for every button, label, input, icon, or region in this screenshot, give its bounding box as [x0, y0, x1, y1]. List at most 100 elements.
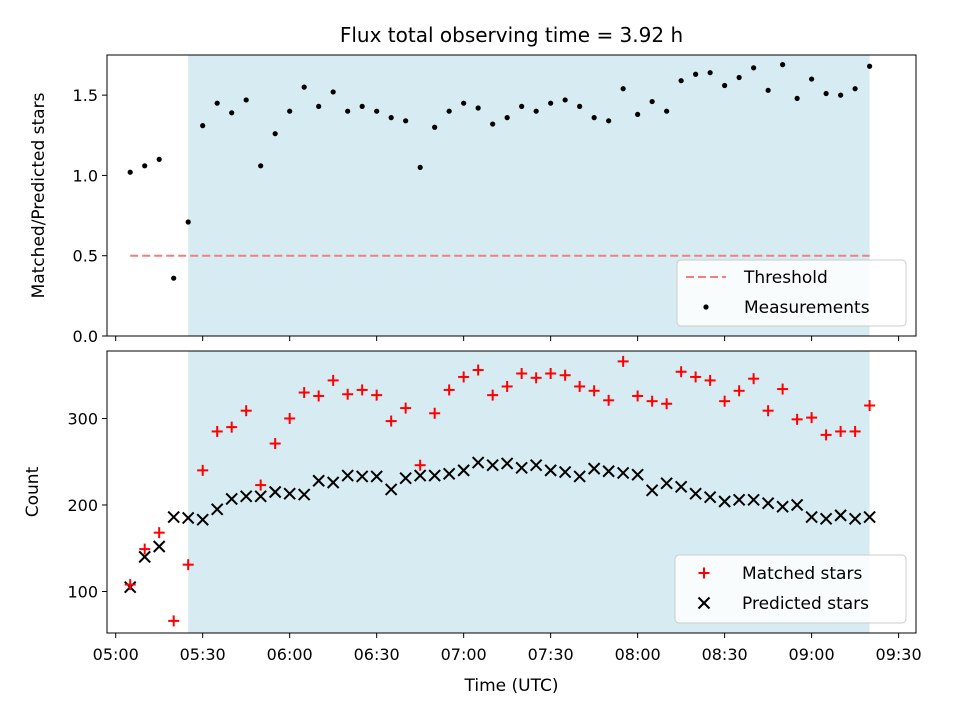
predicted-star-point: [616, 466, 630, 480]
predicted-star-point: [210, 503, 224, 516]
matched-star-point: [646, 395, 658, 407]
count-y-ticks: 100 200 300: [67, 409, 107, 601]
count-y-axis-label: Count: [23, 466, 43, 517]
time-x-tick-label: 05:00: [93, 645, 139, 664]
matched-star-point: [414, 459, 426, 471]
count-y-tick-label: 200: [67, 496, 98, 515]
matched-star-point: [313, 390, 325, 402]
measurement-point: [316, 103, 322, 109]
measurement-point: [693, 71, 699, 77]
matched-star-point: [777, 383, 789, 395]
ratio-legend-box: [676, 259, 907, 327]
time-x-tick-label: 06:00: [267, 645, 313, 664]
predicted-star-point: [544, 464, 557, 477]
predicted-star-point: [660, 477, 673, 490]
measurement-point: [722, 82, 728, 89]
matched-star-point: [588, 385, 600, 397]
predicted-star-point: [341, 469, 354, 482]
predicted-star-point: [370, 470, 383, 483]
predicted-star-point: [457, 464, 470, 477]
time-x-tick-label: 06:30: [354, 645, 400, 664]
count-y-tick-label: 300: [67, 409, 98, 428]
matched-star-point: [487, 389, 499, 401]
matched-star-point: [719, 395, 731, 407]
predicted-star-point: [428, 469, 441, 482]
measurements-legend-swatch: [703, 304, 709, 310]
matched-star-point: [733, 385, 745, 397]
measurement-point: [403, 118, 409, 124]
matched-star-point: [458, 371, 470, 383]
matched-star-point: [472, 364, 484, 376]
measurement-point: [649, 98, 655, 105]
matched-star-point: [182, 559, 194, 571]
predicted-star-point: [631, 468, 644, 481]
count-y-tick-label: 100: [67, 582, 98, 601]
measurement-point: [838, 92, 844, 98]
count-panel-frame: [106, 350, 917, 634]
ratio-y-tick-label: 1.0: [73, 166, 98, 185]
matched-star-point: [153, 527, 165, 539]
matched-star-point: [342, 388, 354, 400]
matched-star-point: [661, 398, 673, 410]
matched-star-point: [197, 464, 209, 476]
matched-star-point: [559, 369, 571, 381]
ratio-y-tick-label: 1.5: [73, 86, 98, 105]
predicted-star-point: [776, 500, 789, 513]
threshold-legend-label: Threshold: [743, 268, 828, 288]
time-x-tick-label: 08:00: [615, 645, 661, 664]
matched-star-point: [675, 366, 687, 378]
matched-star-point: [690, 371, 702, 383]
matched-star-point: [748, 373, 760, 385]
predicted-star-point: [326, 476, 340, 489]
predicted-star-point: [500, 457, 514, 470]
predicted-star-point: [442, 467, 456, 481]
matched-star-point: [371, 389, 383, 401]
matched-star-point: [168, 615, 180, 627]
predicted-star-point: [819, 512, 833, 526]
measurement-point: [620, 86, 626, 92]
matched-star-point: [429, 407, 441, 419]
measurement-point: [562, 97, 568, 103]
predicted-star-point: [239, 490, 253, 503]
predicted-star-point: [254, 490, 267, 503]
measurement-point: [156, 156, 162, 162]
count-legend-box: [674, 554, 907, 624]
time-x-axis-label: Time (UTC): [464, 676, 559, 696]
measurement-point: [490, 121, 496, 127]
matched-star-point: [356, 384, 368, 396]
predicted-star-point: [312, 474, 325, 487]
matched-star-point: [284, 412, 296, 424]
count-panel: 100 200 300 05:00 05:30 06:00 06:30 07:00 07:30…: [23, 350, 922, 696]
predicted-star-point: [196, 513, 209, 526]
measurement-point: [823, 90, 829, 97]
predicted-star-point: [181, 511, 195, 525]
matched-stars-points: [124, 355, 876, 627]
matched-star-point: [385, 415, 397, 427]
predicted-star-point: [863, 510, 876, 524]
measurement-point: [243, 97, 249, 103]
ratio-y-tick-label: 0.0: [73, 327, 98, 346]
predicted-star-point: [225, 492, 238, 506]
predicted-star-point: [674, 480, 688, 494]
matched-stars-legend-swatch: [698, 567, 710, 579]
predicted-star-point: [761, 497, 775, 510]
predicted-star-point: [486, 458, 499, 472]
measurement-point: [142, 163, 148, 169]
measurement-point: [504, 115, 510, 121]
predicted-stars-points: [123, 456, 876, 594]
measurement-point: [678, 78, 684, 84]
predicted-star-point: [529, 458, 543, 472]
matched-star-point: [443, 384, 455, 396]
measurement-point: [229, 110, 235, 116]
predicted-star-point: [283, 487, 296, 500]
measurement-point: [533, 108, 539, 114]
matched-star-point: [516, 367, 528, 379]
predicted-stars-legend-swatch: [697, 596, 711, 610]
measurement-point: [852, 86, 858, 92]
measurement-point: [664, 108, 670, 114]
ratio-x-ticks: [115, 336, 900, 341]
measurement-point: [809, 76, 815, 82]
measurement-point: [417, 164, 423, 170]
predicted-star-point: [558, 465, 572, 479]
